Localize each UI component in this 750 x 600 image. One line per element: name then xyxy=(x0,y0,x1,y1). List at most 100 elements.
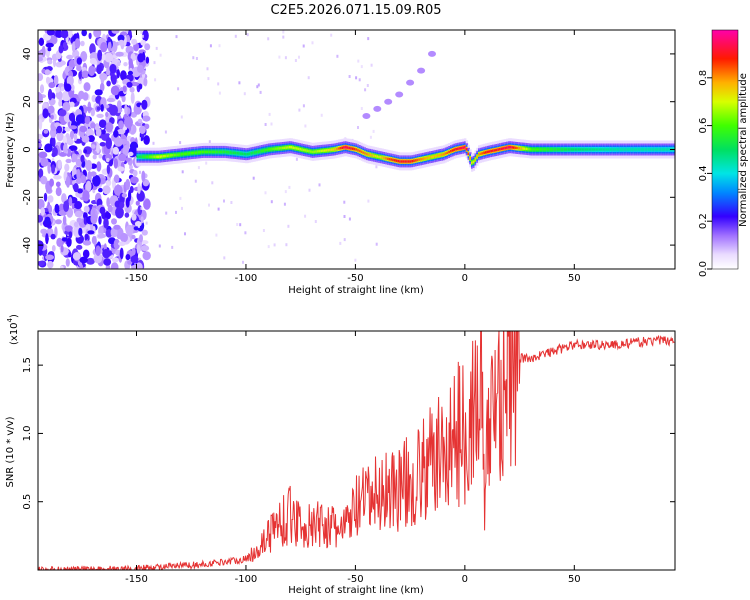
x-tick-label: 50 xyxy=(568,574,581,585)
noise-speckle xyxy=(284,56,287,60)
ridge-cell xyxy=(437,154,441,157)
noise-blob xyxy=(117,166,125,172)
noise-blob xyxy=(144,43,151,51)
noise-blob xyxy=(56,131,64,142)
noise-blob xyxy=(105,122,114,133)
ridge-cell xyxy=(358,149,362,153)
noise-speckle xyxy=(137,224,140,228)
ridge-cell xyxy=(283,146,286,149)
noise-speckle xyxy=(152,141,155,145)
colorbar-tick-label: 0.6 xyxy=(698,118,709,134)
ridge-cell xyxy=(334,148,337,151)
noise-speckle xyxy=(217,82,220,86)
noise-blob xyxy=(82,92,89,101)
noise-blob xyxy=(141,229,148,236)
noise-blob xyxy=(111,218,117,225)
noise-blob xyxy=(110,85,120,96)
noise-speckle xyxy=(367,37,370,41)
ridge-cell xyxy=(642,148,645,151)
noise-speckle xyxy=(311,41,314,45)
ridge-cell xyxy=(388,158,392,161)
noise-blob xyxy=(96,64,103,75)
ridge-cell xyxy=(288,146,292,149)
noise-blob xyxy=(120,70,127,81)
ridge-cell xyxy=(651,148,654,151)
noise-blob xyxy=(40,157,49,167)
noise-blob xyxy=(126,81,133,88)
noise-speckle xyxy=(209,44,212,48)
noise-blob xyxy=(80,51,88,62)
noise-blob xyxy=(68,145,78,152)
ridge-cell xyxy=(611,148,614,151)
noise-blob xyxy=(64,83,72,92)
ridge-cell xyxy=(374,154,378,158)
colorbar-tick-label: 0.2 xyxy=(698,213,709,229)
noise-blob xyxy=(76,57,83,65)
ridge-cell xyxy=(411,160,414,163)
ridge-cell xyxy=(518,147,521,150)
ridge-cell xyxy=(479,152,483,155)
ridge-cell xyxy=(215,150,218,154)
ridge-cell xyxy=(609,148,612,151)
arc-point xyxy=(362,113,371,119)
noise-blob xyxy=(73,133,78,142)
noise-speckle xyxy=(175,210,177,214)
ridge-cell xyxy=(658,148,661,151)
ridge-cell xyxy=(220,150,223,154)
noise-blob xyxy=(102,104,110,109)
noise-blob xyxy=(68,125,78,130)
noise-speckle xyxy=(223,256,226,260)
noise-speckle xyxy=(180,115,183,119)
ridge-cell xyxy=(309,150,313,153)
ridge-cell xyxy=(612,148,616,151)
noise-blob xyxy=(49,178,54,187)
ridge-cell xyxy=(243,152,246,156)
ridge-cell xyxy=(565,148,568,151)
noise-blob xyxy=(38,240,44,253)
noise-blob xyxy=(48,82,56,89)
noise-blob xyxy=(55,90,63,100)
ridge-cell xyxy=(323,149,327,152)
ridge-cell xyxy=(255,151,258,154)
ridge-cell xyxy=(420,158,423,161)
ridge-cell xyxy=(532,148,535,151)
ridge-cell xyxy=(493,149,497,152)
noise-blob xyxy=(38,142,43,148)
noise-blob xyxy=(68,30,73,39)
ridge-cell xyxy=(280,147,283,150)
noise-blob xyxy=(47,105,55,114)
ridge-cell xyxy=(451,149,455,152)
ridge-cell xyxy=(422,157,425,161)
ridge-cell xyxy=(183,152,187,156)
ridge-cell xyxy=(316,150,320,153)
ridge-cell xyxy=(346,146,349,149)
noise-blob xyxy=(112,146,120,155)
ridge-cell xyxy=(236,152,239,155)
ridge-cell xyxy=(196,151,199,154)
noise-blob xyxy=(118,39,125,46)
noise-blob xyxy=(109,104,118,116)
ridge-cell xyxy=(322,149,325,152)
noise-blob xyxy=(76,244,83,250)
noise-blob xyxy=(64,225,73,232)
ridge-cell xyxy=(628,148,631,151)
ridge-cell xyxy=(285,146,288,149)
ridge-cell xyxy=(563,148,567,151)
ridge-cell xyxy=(362,151,365,154)
ridge-cell xyxy=(208,150,211,154)
ridge-cell xyxy=(150,155,153,158)
noise-blob xyxy=(90,213,98,225)
noise-blob xyxy=(115,51,124,57)
noise-speckle xyxy=(267,245,270,249)
noise-blob xyxy=(113,174,120,183)
noise-blob xyxy=(46,76,50,83)
ridge-cell xyxy=(618,148,621,151)
ridge-cell xyxy=(513,146,516,149)
ridge-cell xyxy=(353,147,357,151)
ridge-cell xyxy=(506,146,509,149)
noise-blob xyxy=(120,232,128,243)
ridge-cell xyxy=(402,160,406,163)
ridge-cell xyxy=(386,157,390,160)
noise-blob xyxy=(62,215,67,226)
